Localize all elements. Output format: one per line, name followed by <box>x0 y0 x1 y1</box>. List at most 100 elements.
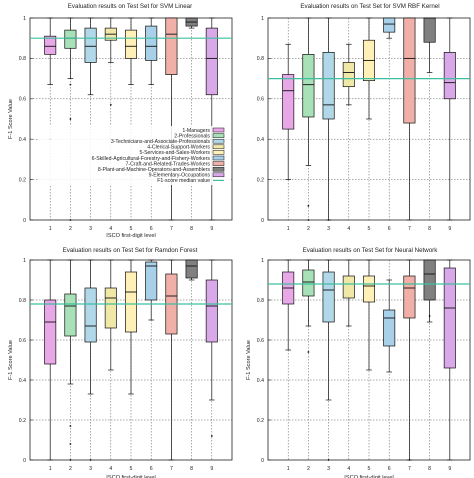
box-8 <box>423 259 436 323</box>
y-tick-label: 0.4 <box>19 378 26 384</box>
panel-3: Evaluation results on Test Set for Ramdo… <box>8 247 233 478</box>
box-9 <box>205 17 218 221</box>
panel-2: Evaluation results on Test Set for SVM R… <box>257 3 471 232</box>
box-7 <box>165 259 178 461</box>
x-tick-label: 6 <box>388 466 391 472</box>
box-1 <box>44 17 57 141</box>
x-tick-label: 8 <box>428 466 431 472</box>
y-tick-label: 1 <box>23 258 26 264</box>
x-tick-label: 9 <box>210 226 213 232</box>
box-iqr <box>44 35 57 55</box>
legend-swatch <box>212 133 225 138</box>
y-axis-label: F-1 Score Value <box>8 99 14 139</box>
y-tick-label: 0.6 <box>257 338 264 344</box>
box-iqr <box>44 299 57 365</box>
chart-title: Evaluation results on Test Set for Ramdo… <box>63 247 198 254</box>
y-tick-label: 0.4 <box>257 137 264 143</box>
box-iqr <box>124 271 138 333</box>
x-tick-label: 7 <box>408 226 411 232</box>
box-8 <box>185 259 198 281</box>
box-iqr <box>302 54 315 118</box>
legend-swatch <box>212 150 225 155</box>
y-tick-label: 0.6 <box>19 338 26 344</box>
y-tick-label: 0.8 <box>257 56 264 62</box>
x-tick-label: 8 <box>190 226 193 232</box>
legend-entry-label: 8-Plant-and-Machine-Operators-and-Assemb… <box>98 167 211 173</box>
y-tick-label: 0.8 <box>19 56 26 62</box>
x-tick-label: 9 <box>210 466 213 472</box>
outlier-point <box>428 315 431 317</box>
outlier-point <box>109 103 112 106</box>
box-iqr <box>302 269 315 297</box>
x-tick-label: 1 <box>287 226 290 232</box>
outlier-point <box>210 435 213 437</box>
box-6 <box>383 279 396 373</box>
x-tick-label: 4 <box>109 226 112 232</box>
box-iqr <box>443 51 456 100</box>
legend-swatch <box>212 161 225 166</box>
legend-entry-label: 2-Professionals <box>174 133 210 139</box>
box-4 <box>104 17 117 106</box>
y-axis-label: F-1 Score Value <box>246 340 252 380</box>
legend-swatch <box>212 155 225 161</box>
outlier-point <box>69 83 72 86</box>
box-1 <box>44 259 57 461</box>
y-tick-label: 0.4 <box>19 137 26 143</box>
x-tick-label: 5 <box>130 226 133 232</box>
x-tick-label: 2 <box>307 226 310 232</box>
outlier-point <box>307 219 310 221</box>
x-axis-label: ISCO first-digit level <box>106 233 155 239</box>
x-tick-label: 1 <box>49 466 52 472</box>
box-9 <box>205 259 218 437</box>
box-3 <box>84 259 97 461</box>
box-8 <box>423 17 436 73</box>
box-iqr <box>322 271 335 323</box>
x-tick-label: 7 <box>170 226 173 232</box>
box-iqr <box>383 309 396 347</box>
chart-title: Evaluation results on Test Set for Neura… <box>303 247 439 254</box>
box-iqr <box>322 51 335 120</box>
y-tick-label: 1 <box>23 16 26 22</box>
box-iqr <box>342 62 355 88</box>
x-tick-label: 8 <box>190 466 193 472</box>
box-iqr <box>423 17 436 43</box>
x-tick-label: 7 <box>170 466 173 472</box>
box-8 <box>185 17 198 29</box>
x-tick-label: 5 <box>368 466 371 472</box>
x-tick-label: 2 <box>69 466 72 472</box>
outlier-point <box>69 425 72 427</box>
box-5 <box>362 17 376 120</box>
y-tick-label: 1 <box>261 16 264 22</box>
y-tick-label: 0.8 <box>19 298 26 304</box>
box-6 <box>145 17 158 86</box>
x-tick-label: 1 <box>49 226 52 232</box>
x-tick-label: 5 <box>368 226 371 232</box>
y-tick-label: 0 <box>261 458 264 464</box>
box-4 <box>104 259 117 371</box>
legend-swatch <box>212 166 225 172</box>
legend-entry-label: 6-Skilled-Agricultural-Forestry-and-Fish… <box>92 156 211 162</box>
box-iqr <box>443 267 456 369</box>
outlier-point <box>307 351 310 353</box>
outlier-point <box>69 459 72 461</box>
box-7 <box>403 17 416 221</box>
x-tick-label: 2 <box>307 466 310 472</box>
box-7 <box>165 17 178 221</box>
x-tick-label: 6 <box>388 226 391 232</box>
y-tick-label: 0.2 <box>19 177 26 183</box>
x-tick-label: 8 <box>428 226 431 232</box>
x-tick-label: 1 <box>287 466 290 472</box>
x-tick-label: 3 <box>89 226 92 232</box>
chart-title: Evaluation results on Test Set for SVM L… <box>68 3 192 10</box>
panel-4: Evaluation results on Test Set for Neura… <box>246 247 471 478</box>
box-iqr <box>423 259 436 301</box>
panel-1: Evaluation results on Test Set for SVM L… <box>8 3 233 239</box>
y-tick-label: 0.2 <box>257 418 264 424</box>
box-5 <box>124 259 138 395</box>
box-iqr <box>342 275 355 299</box>
legend-entry-label: 7-Craft-and-Related-Trades-Workers <box>126 161 211 167</box>
outlier-point <box>307 204 310 207</box>
box-iqr <box>282 74 295 130</box>
x-axis-label: ISCO first-digit level <box>344 475 393 478</box>
